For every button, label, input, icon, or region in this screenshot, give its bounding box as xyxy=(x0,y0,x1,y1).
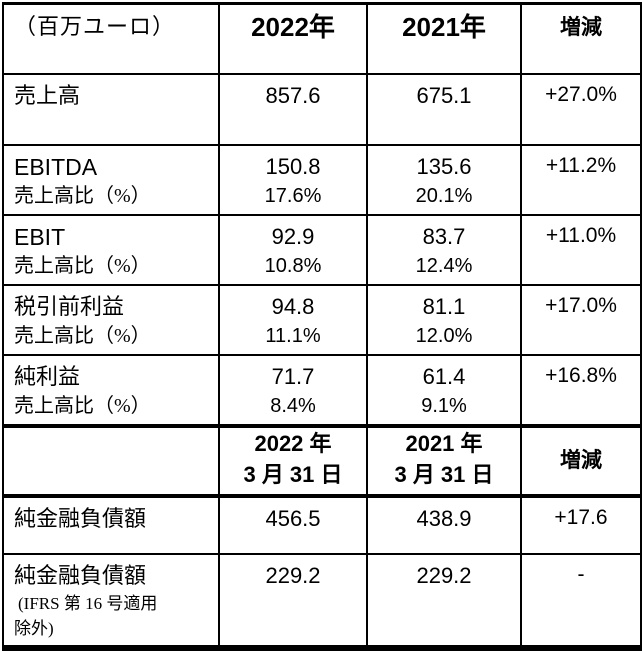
pct-2021: 12.0% xyxy=(415,324,473,347)
row-label-cell: 税引前利益 売上高比（%） xyxy=(2,283,220,356)
change-value: +17.6 xyxy=(554,505,608,529)
value-2021: 229.2 xyxy=(416,562,472,588)
value-2021: 675.1 xyxy=(416,82,472,108)
pct-2022: 11.1% xyxy=(265,324,321,347)
value-2021-cell: 438.9 xyxy=(366,494,522,555)
row-sublabel: 売上高比（%） xyxy=(14,394,151,417)
row-label: 純金融負債額 xyxy=(14,505,147,531)
value-2022: 229.2 xyxy=(265,562,321,588)
row-label: EBITDA xyxy=(14,153,98,180)
value-2022-cell: 71.7 8.4% xyxy=(218,353,368,428)
row-label: 売上高 xyxy=(14,82,81,108)
change-cell: +11.0% xyxy=(520,213,642,286)
row-sublabel: 売上高比（%） xyxy=(14,324,151,347)
table-row-net-financial-debt-ex-ifrs16: 純金融負債額 (IFRS 第 16 号適用 除外) 229.2 229.2 - xyxy=(2,552,642,649)
value-2021: 438.9 xyxy=(416,505,472,531)
row-note-line2: 除外) xyxy=(14,618,54,638)
change-cell: +11.2% xyxy=(520,143,642,216)
col-header-change: 増減 xyxy=(520,2,642,75)
value-2022-cell: 92.9 10.8% xyxy=(218,213,368,286)
value-2022: 150.8 xyxy=(265,153,321,179)
row-label-cell: 純金融負債額 xyxy=(2,494,220,555)
table-row-net-profit: 純利益 売上高比（%） 71.7 8.4% 61.4 9.1% +16.8% xyxy=(2,353,642,428)
row-label-cell: 純利益 売上高比（%） xyxy=(2,353,220,428)
period-2022-line1: 2022 年 xyxy=(254,430,332,456)
change-cell: - xyxy=(520,552,642,649)
row-label: EBIT xyxy=(14,223,66,250)
pct-2022: 8.4% xyxy=(270,394,316,417)
value-2021-cell: 229.2 xyxy=(366,552,522,649)
value-2021: 61.4 xyxy=(422,363,466,389)
row-label: 純利益 xyxy=(14,363,81,389)
value-2022: 456.5 xyxy=(265,505,321,531)
pct-2022: 17.6% xyxy=(264,184,322,207)
header-row-annual: （百万ユーロ） 2022年 2021年 増減 xyxy=(2,2,642,75)
change-value: - xyxy=(577,562,585,586)
period-header-change: 増減 xyxy=(520,423,642,498)
change-value: +11.0% xyxy=(545,223,617,247)
col-header-2021: 2021年 xyxy=(366,2,522,75)
row-sublabel: 売上高比（%） xyxy=(14,254,151,277)
pct-2021: 20.1% xyxy=(415,184,473,207)
pct-2022: 10.8% xyxy=(264,254,322,277)
value-2022: 857.6 xyxy=(265,82,321,108)
change-value: +16.8% xyxy=(545,363,617,387)
value-2021-cell: 83.7 12.4% xyxy=(366,213,522,286)
value-2021-cell: 675.1 xyxy=(366,72,522,146)
table-row-ebit: EBIT 売上高比（%） 92.9 10.8% 83.7 12.4% +11.0… xyxy=(2,213,642,286)
col-header-2022: 2022年 xyxy=(218,2,368,75)
row-label-cell: EBIT 売上高比（%） xyxy=(2,213,220,286)
change-value: +11.2% xyxy=(545,153,617,177)
change-cell: +27.0% xyxy=(520,72,642,146)
value-2021-cell: 61.4 9.1% xyxy=(366,353,522,428)
value-2022-cell: 456.5 xyxy=(218,494,368,555)
row-label: 税引前利益 xyxy=(14,293,125,319)
row-label-cell: 純金融負債額 (IFRS 第 16 号適用 除外) xyxy=(2,552,220,649)
period-header-2021: 2021 年 3 月 31 日 xyxy=(366,423,522,498)
pct-2021: 12.4% xyxy=(415,254,473,277)
period-2022-line2: 3 月 31 日 xyxy=(243,461,343,487)
table-row-sales: 売上高 857.6 675.1 +27.0% xyxy=(2,72,642,146)
value-2022-cell: 150.8 17.6% xyxy=(218,143,368,216)
table-row-net-financial-debt: 純金融負債額 456.5 438.9 +17.6 xyxy=(2,494,642,555)
value-2022-cell: 857.6 xyxy=(218,72,368,146)
table-row-ebitda: EBITDA 売上高比（%） 150.8 17.6% 135.6 20.1% +… xyxy=(2,143,642,216)
value-2021: 135.6 xyxy=(416,153,472,179)
row-label: 純金融負債額 xyxy=(14,562,147,588)
period-2021-line2: 3 月 31 日 xyxy=(394,461,494,487)
period-header-2022: 2022 年 3 月 31 日 xyxy=(218,423,368,498)
period-2021-line1: 2021 年 xyxy=(405,430,483,456)
row-note-line1: (IFRS 第 16 号適用 xyxy=(18,593,158,613)
row-sublabel: 売上高比（%） xyxy=(14,184,151,207)
header-row-dates: 2022 年 3 月 31 日 2021 年 3 月 31 日 増減 xyxy=(2,423,642,498)
value-2022-cell: 229.2 xyxy=(218,552,368,649)
empty-header-cell xyxy=(2,423,220,498)
value-2021-cell: 81.1 12.0% xyxy=(366,283,522,356)
value-2021-cell: 135.6 20.1% xyxy=(366,143,522,216)
value-2021: 81.1 xyxy=(422,293,466,319)
change-cell: +17.0% xyxy=(520,283,642,356)
change-value: +17.0% xyxy=(545,293,617,317)
value-2022-cell: 94.8 11.1% xyxy=(218,283,368,356)
row-label-cell: 売上高 xyxy=(2,72,220,146)
value-2022: 94.8 xyxy=(271,293,315,319)
value-2022: 71.7 xyxy=(271,363,315,389)
unit-label: （百万ユーロ） xyxy=(2,2,220,75)
row-label-cell: EBITDA 売上高比（%） xyxy=(2,143,220,216)
value-2021: 83.7 xyxy=(422,223,466,249)
table-row-pretax-profit: 税引前利益 売上高比（%） 94.8 11.1% 81.1 12.0% +17.… xyxy=(2,283,642,356)
change-cell: +16.8% xyxy=(520,353,642,428)
change-cell: +17.6 xyxy=(520,494,642,555)
value-2022: 92.9 xyxy=(271,223,315,249)
pct-2021: 9.1% xyxy=(421,394,467,417)
change-value: +27.0% xyxy=(545,82,617,106)
